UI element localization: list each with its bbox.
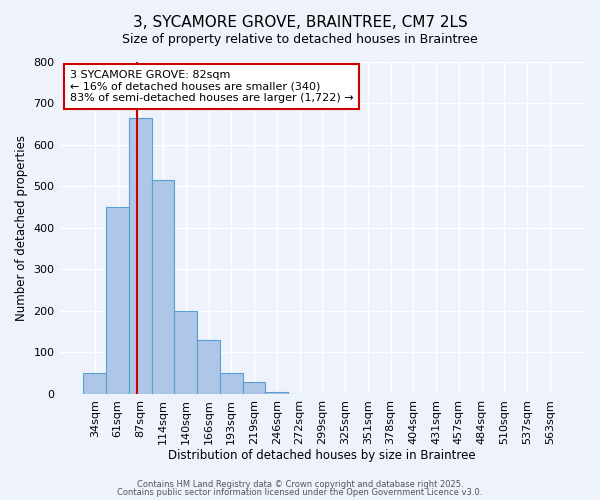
Text: Contains HM Land Registry data © Crown copyright and database right 2025.: Contains HM Land Registry data © Crown c… [137,480,463,489]
Bar [152,180,175,394]
Text: Size of property relative to detached houses in Braintree: Size of property relative to detached ho… [122,32,478,46]
Bar [265,392,288,394]
Y-axis label: Number of detached properties: Number of detached properties [15,134,28,320]
Bar [197,340,220,394]
Bar [83,373,106,394]
Bar [106,207,129,394]
Bar [220,373,242,394]
Bar [129,118,152,394]
Text: 3, SYCAMORE GROVE, BRAINTREE, CM7 2LS: 3, SYCAMORE GROVE, BRAINTREE, CM7 2LS [133,15,467,30]
X-axis label: Distribution of detached houses by size in Braintree: Distribution of detached houses by size … [169,450,476,462]
Bar [175,311,197,394]
Text: Contains public sector information licensed under the Open Government Licence v3: Contains public sector information licen… [118,488,482,497]
Text: 3 SYCAMORE GROVE: 82sqm
← 16% of detached houses are smaller (340)
83% of semi-d: 3 SYCAMORE GROVE: 82sqm ← 16% of detache… [70,70,353,103]
Bar [242,382,265,394]
